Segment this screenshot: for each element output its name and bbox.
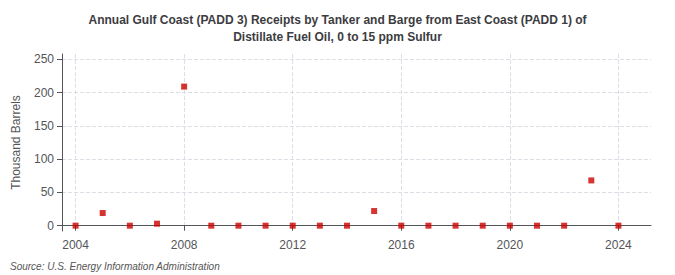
svg-text:50: 50 — [41, 185, 55, 199]
svg-text:Distillate Fuel Oil, 0 to 15 p: Distillate Fuel Oil, 0 to 15 ppm Sulfur — [233, 30, 442, 44]
svg-text:2012: 2012 — [279, 238, 306, 252]
svg-text:2016: 2016 — [388, 238, 415, 252]
svg-text:200: 200 — [34, 86, 54, 100]
svg-text:Thousand Barrels: Thousand Barrels — [9, 95, 23, 190]
svg-text:0: 0 — [47, 219, 54, 233]
svg-text:150: 150 — [34, 119, 54, 133]
svg-text:2024: 2024 — [605, 238, 632, 252]
svg-text:250: 250 — [34, 52, 54, 66]
svg-text:Annual Gulf Coast (PADD 3) Rec: Annual Gulf Coast (PADD 3) Receipts by T… — [88, 13, 587, 27]
svg-text:Source: U.S. Energy Informatio: Source: U.S. Energy Information Administ… — [10, 261, 220, 272]
svg-text:2008: 2008 — [171, 238, 198, 252]
svg-text:2020: 2020 — [497, 238, 524, 252]
svg-text:2004: 2004 — [62, 238, 89, 252]
svg-text:100: 100 — [34, 152, 54, 166]
